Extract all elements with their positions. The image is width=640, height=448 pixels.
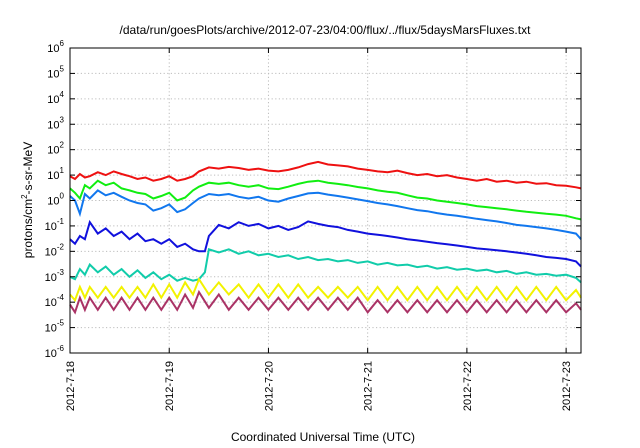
series-line-1 [69,160,582,190]
x-tick-label: 2012-7-19 [164,361,176,411]
y-tick-base: 10 [47,170,59,182]
y-tick-exponent: -6 [57,344,65,353]
y-axis-label: protons/cm2-s-sr-MeV [20,142,35,258]
y-tick-base: 10 [47,68,59,80]
chart-title: /data/run/goesPlots/archive/2012-07-23/0… [120,23,532,37]
y-tick-label: 102 [47,141,64,157]
y-tick-label: 106 [47,39,64,55]
y-tick-label: 105 [47,64,64,80]
y-tick-label: 10-2 [45,242,65,258]
y-tick-exponent: 0 [60,192,65,201]
y-tick-exponent: 2 [60,141,65,150]
y-tick-base: 10 [47,145,59,157]
y-tick-label: 100 [47,192,64,208]
y-axis-label-suffix: -s-sr-MeV [21,142,35,195]
series-line-5 [69,247,582,284]
y-tick-label: 103 [47,115,64,131]
y-tick-base: 10 [45,348,57,360]
series-line-3 [69,189,582,240]
y-tick-label: 10-3 [45,268,65,284]
y-tick-exponent: -1 [57,217,65,226]
y-tick-exponent: 1 [60,166,65,175]
y-tick-base: 10 [45,221,57,233]
y-tick-exponent: -2 [57,242,65,251]
x-tick-label: 2012-7-20 [263,361,275,411]
y-tick-exponent: 4 [60,90,65,99]
x-tick-label: 2012-7-21 [363,361,375,411]
series-line-6 [69,277,582,303]
series-line-7 [69,289,582,315]
x-tick-label: 2012-7-23 [561,361,573,411]
y-tick-label: 101 [47,166,64,182]
tick-layer: 10-610-510-410-310-210-11001011021031041… [45,39,581,411]
y-tick-base: 10 [45,323,57,335]
y-tick-exponent: 5 [60,64,65,73]
y-tick-exponent: -3 [57,268,65,277]
y-tick-base: 10 [45,246,57,258]
series-layer [69,160,582,315]
x-tick-label: 2012-7-22 [462,361,474,411]
y-tick-base: 10 [47,119,59,131]
y-axis-label-superscript: 2 [20,194,29,199]
series-line-2 [69,179,582,221]
y-tick-base: 10 [47,196,59,208]
y-tick-exponent: -4 [57,293,65,302]
y-tick-exponent: 3 [60,115,65,124]
series-line-4 [69,219,582,268]
y-tick-base: 10 [47,43,59,55]
y-tick-base: 10 [47,94,59,106]
y-axis-label-prefix: protons/cm [21,199,35,258]
y-tick-label: 10-4 [45,293,65,309]
y-tick-label: 10-6 [45,344,65,360]
grid-layer [69,48,581,353]
y-tick-label: 10-1 [45,217,65,233]
y-tick-base: 10 [45,272,57,284]
y-tick-label: 10-5 [45,319,65,335]
y-tick-base: 10 [45,297,57,309]
y-tick-label: 104 [47,90,64,106]
y-tick-exponent: -5 [57,319,65,328]
x-tick-label: 2012-7-18 [65,361,77,411]
x-axis-label: Coordinated Universal Time (UTC) [231,430,415,444]
y-tick-exponent: 6 [60,39,65,48]
